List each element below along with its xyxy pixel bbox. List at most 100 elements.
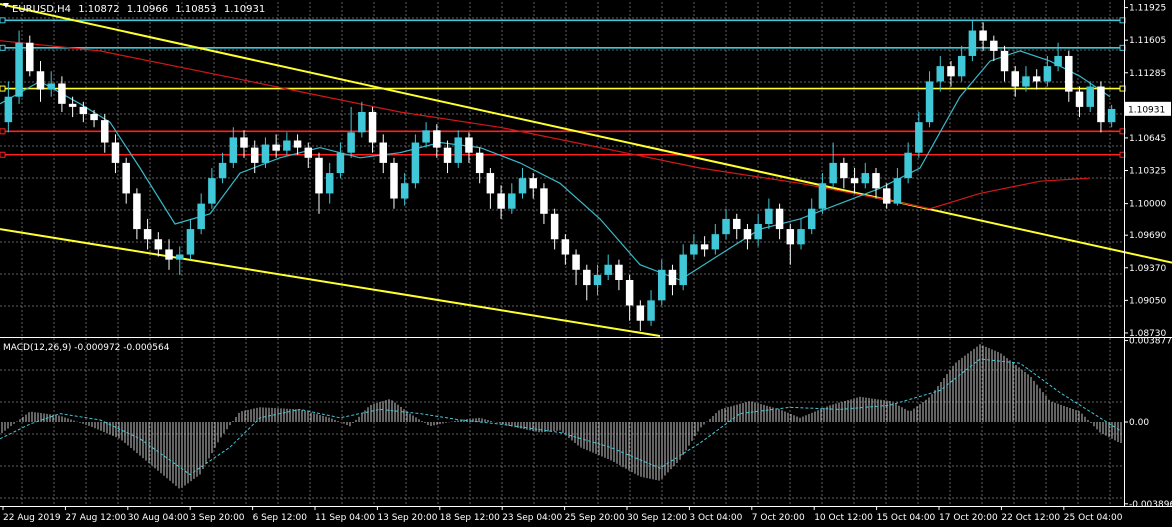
candle-body: [625, 279, 634, 306]
time-tick-label: 27 Aug 12:00: [65, 513, 126, 523]
candle-body: [358, 111, 366, 133]
candle-body: [561, 239, 570, 255]
price-tick-label: 1.11925: [1129, 4, 1166, 14]
moving-averages: [0, 40, 1111, 281]
candle-body: [754, 223, 762, 240]
macd-signal: [0, 358, 1121, 476]
time-axis: 22 Aug 2019 27 Aug 12:00 30 Aug 04:00 3 Sep…: [2, 506, 1123, 523]
candle-body: [26, 42, 34, 72]
candle-body: [540, 188, 548, 214]
ohlc-close: 1.10931: [224, 4, 265, 15]
ohlc-low: 1.10853: [175, 4, 216, 15]
price-tick-label: 1.10645: [1129, 134, 1166, 144]
candle-body: [743, 229, 752, 240]
candle-body: [1032, 76, 1041, 82]
candle-body: [400, 183, 409, 199]
last-price-label: 1.10931: [1128, 105, 1165, 115]
trend-lines[interactable]: [0, 3, 1172, 337]
time-tick-label: 17 Oct 20:00: [939, 513, 998, 523]
candle-body: [379, 142, 388, 163]
candle-body: [422, 130, 430, 143]
candle-body: [786, 229, 795, 245]
candle-body: [368, 111, 377, 143]
candle-body: [486, 173, 495, 194]
candle-body: [893, 178, 902, 204]
candle-body: [968, 30, 977, 56]
price-tick-label: 1.10000: [1129, 200, 1166, 210]
trend-line[interactable]: [0, 3, 1172, 264]
candle-body: [818, 183, 827, 209]
candle-body: [722, 218, 730, 235]
candle-body: [979, 30, 987, 41]
ohlc-open: 1.10872: [78, 4, 119, 15]
candle-body: [411, 142, 420, 184]
candle-body: [840, 162, 848, 179]
time-tick-label: 15 Oct 04:00: [877, 513, 936, 523]
level-handle-left: [0, 151, 6, 158]
ohlc-high: 1.10966: [127, 4, 168, 15]
time-tick-label: 18 Sep 12:00: [440, 513, 500, 523]
candle-body: [101, 120, 109, 143]
candle-body: [4, 96, 13, 123]
symbol-label: EURUSD,H4: [12, 4, 71, 15]
candle-body: [133, 193, 141, 230]
candle-body: [829, 162, 837, 184]
price-tick-label: 1.11285: [1129, 69, 1166, 79]
candle-body: [775, 208, 784, 230]
candle-body: [175, 254, 184, 260]
candle-body: [165, 249, 173, 260]
candle-body: [508, 193, 516, 209]
candle-body: [293, 140, 302, 148]
last-price-box: [1125, 101, 1171, 116]
candle-body: [143, 229, 152, 240]
candle-body: [58, 83, 66, 104]
candle-body: [850, 178, 859, 184]
time-tick-label: 10 Oct 12:00: [814, 513, 873, 523]
time-tick-label: 23 Sep 04:00: [502, 513, 562, 523]
collapse-arrow-icon[interactable]: [3, 3, 9, 8]
candle-body: [68, 103, 77, 107]
time-tick-label: 13 Sep 20:00: [377, 513, 437, 523]
trend-line[interactable]: [0, 228, 661, 337]
candle-body: [797, 229, 805, 245]
candle-body: [679, 254, 687, 286]
candle-body: [122, 162, 130, 194]
candle-body: [904, 152, 912, 179]
price-tick-label: 1.09690: [1129, 231, 1166, 241]
candle-body: [732, 218, 741, 230]
candle-body: [111, 142, 120, 163]
candle-body: [475, 152, 484, 174]
candle-body: [915, 122, 923, 153]
candle-body: [454, 137, 462, 163]
candle-body: [572, 254, 580, 270]
candle-body: [154, 239, 163, 250]
candle-body: [261, 144, 270, 163]
level-handle-left: [0, 85, 6, 92]
last-price-marker: 1.10931: [1125, 101, 1171, 116]
candle-body: [465, 137, 473, 153]
candle-body: [347, 132, 355, 153]
time-tick-label: 22 Oct 12:00: [1001, 513, 1060, 523]
candle-body: [583, 269, 591, 286]
candle-body: [1054, 55, 1062, 67]
moving-average-slow: [0, 40, 1091, 210]
candle-body: [1065, 55, 1073, 92]
candle-body: [615, 264, 623, 280]
time-tick-label: 7 Oct 20:00: [752, 513, 805, 523]
time-tick-label: 11 Sep 04:00: [315, 513, 375, 523]
candle-body: [250, 147, 259, 163]
time-tick-label: 6 Sep 12:00: [253, 513, 308, 523]
candle-body: [925, 81, 934, 123]
macd-axis: 0.003877 0.00 -0.003896: [1124, 337, 1172, 510]
macd-tick-label: 0.00: [1129, 418, 1149, 428]
candle-body: [315, 157, 323, 194]
candle-body: [765, 208, 773, 224]
macd-tick-label: -0.003896: [1129, 500, 1172, 510]
candle-body: [700, 244, 709, 250]
price-tick-label: 1.08730: [1129, 329, 1166, 339]
price-tick-label: 1.09050: [1129, 296, 1166, 306]
candle-body: [957, 55, 966, 77]
candle-body: [947, 66, 955, 77]
horizontal-levels[interactable]: [0, 17, 1126, 158]
